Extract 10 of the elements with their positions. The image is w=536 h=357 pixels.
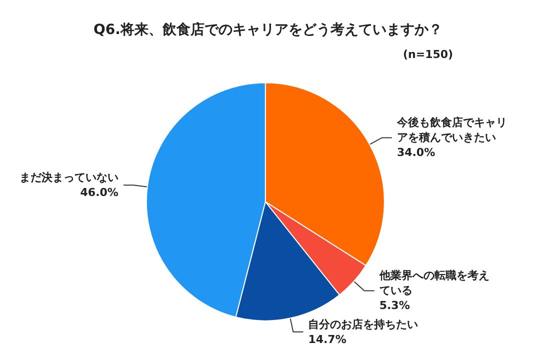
slice-label: 自分のお店を持ちたい [308,318,418,331]
chart-subtitle: (n=150) [403,48,454,61]
slice-label: 他業界への転職を考えている [378,269,490,298]
data-label: 34.0% [396,146,436,160]
data-label: 46.0% [80,186,118,200]
chart-title: Q6.将来、飲食店でのキャリアをどう考えていますか？ [94,21,442,38]
data-label: 14.7% [308,332,346,346]
slice-label: まだ決まっていない [19,171,118,184]
data-label: 5.3% [379,299,410,312]
slice-label: 今後も飲食店でキャリアを積んでいきたい [396,116,507,144]
